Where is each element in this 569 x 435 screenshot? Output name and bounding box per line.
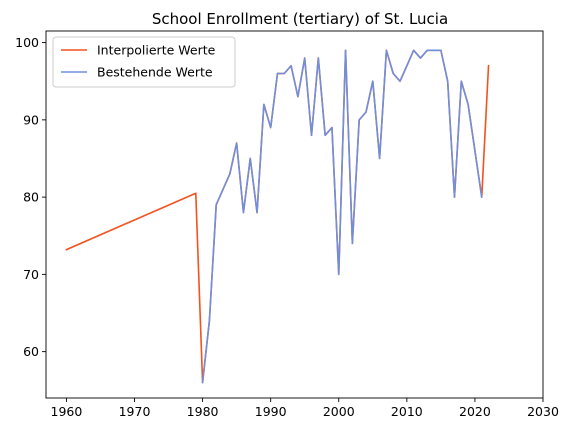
legend-box [52,36,236,88]
x-tick-label: 1990 [255,404,287,419]
axes: 1960 1970 1980 1990 2000 2010 2020 2030 60 70 80 90… [15,30,559,419]
y-tick-label: 60 [23,344,39,359]
plot-area [65,49,490,384]
chart-title: School Enrollment (tertiary) of St. Luci… [152,10,448,28]
x-tick-label: 2000 [323,404,355,419]
legend-label-2: Bestehende Werte [97,65,213,80]
x-tick-label: 2010 [391,404,423,419]
y-tick-label: 90 [23,112,39,127]
axes-frame [45,30,544,399]
x-tick-label: 1980 [187,404,219,419]
x-tick-label: 1970 [119,404,151,419]
x-tick-label: 2020 [459,404,491,419]
y-tick-label: 70 [23,267,39,282]
x-tick-label: 2030 [527,404,559,419]
legend-label-1: Interpolierte Werte [97,43,216,58]
y-tick-label: 100 [15,35,39,50]
legend: Interpolierte Werte Bestehende Werte [52,36,236,88]
x-tick-label: 1960 [51,404,83,419]
y-tick-label: 80 [23,190,39,205]
series-line-2 [201,49,483,384]
